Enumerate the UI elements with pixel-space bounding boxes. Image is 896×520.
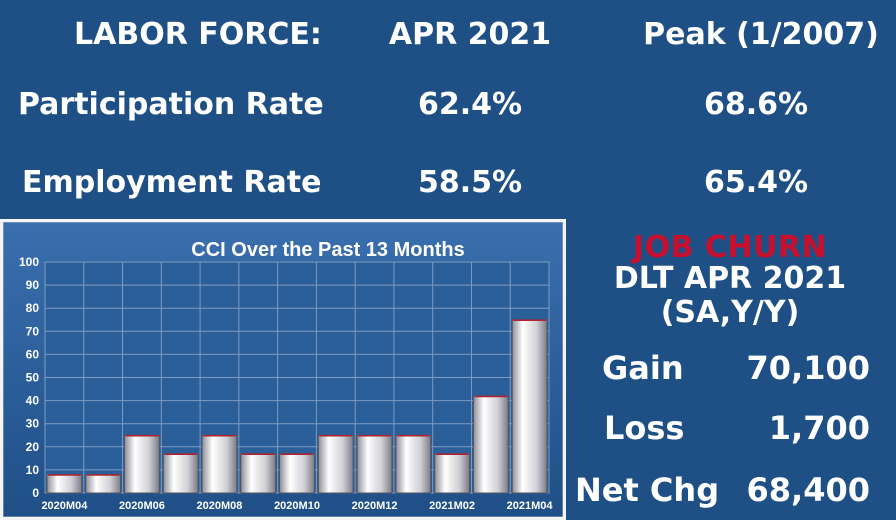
bar-2020m06 [124, 434, 160, 494]
participation-rate-current: 62.4% [417, 87, 523, 122]
y-tick-label: 40 [26, 394, 40, 408]
job-churn-net-label: Net Chg [575, 471, 720, 509]
participation-rate-label: Participation Rate [18, 87, 324, 122]
x-tick-label: 2020M04 [41, 500, 88, 512]
y-tick-label: 90 [26, 278, 40, 292]
y-tick-label: 50 [26, 371, 40, 385]
x-tick-label: 2020M12 [352, 500, 398, 512]
job-churn-loss-value: 1,700 [768, 409, 870, 447]
chart-title: CCI Over the Past 13 Months [191, 239, 464, 261]
y-tick-label: 10 [26, 463, 40, 477]
bar-2021m03 [472, 395, 509, 494]
bar-2020m12 [356, 434, 393, 494]
bar-2020m05 [85, 474, 122, 494]
bar-2020m09 [240, 453, 277, 494]
bar-2020m08 [201, 434, 238, 494]
job-churn-gain-label: Gain [602, 349, 684, 387]
cci-bar-chart: CCI Over the Past 13 Months 0 10 20 30 40 50 6… [3, 222, 563, 517]
y-tick-label: 30 [26, 417, 40, 431]
y-tick-label: 70 [26, 324, 40, 338]
job-churn-loss-label: Loss [604, 409, 685, 447]
employment-rate-peak: 65.4% [703, 165, 809, 200]
cci-chart-panel: CCI Over the Past 13 Months 0 10 20 30 40 50 6… [0, 219, 566, 520]
bar-2020m07 [162, 453, 199, 494]
employment-rate-label: Employment Rate [22, 165, 322, 200]
job-churn-gain-value: 70,100 [746, 349, 870, 387]
y-tick-label: 100 [19, 255, 39, 269]
labor-force-header-peak: Peak (1/2007) [643, 17, 879, 52]
x-tick-label: 2021M02 [429, 500, 475, 512]
bar-2020m11 [317, 434, 354, 494]
y-tick-label: 20 [26, 440, 40, 454]
x-tick-label: 2020M08 [197, 500, 243, 512]
x-tick-label: 2021M04 [507, 500, 554, 512]
bar-2021m04 [511, 319, 548, 494]
x-tick-label: 2020M06 [119, 500, 165, 512]
x-tick-label: 2020M10 [274, 500, 320, 512]
employment-rate-current: 58.5% [417, 165, 523, 200]
job-churn-net-value: 68,400 [746, 471, 870, 509]
labor-force-header-current: APR 2021 [388, 17, 552, 52]
job-churn-subtitle-period: DLT APR 2021 [613, 261, 847, 296]
y-tick-label: 60 [26, 347, 40, 361]
y-tick-label: 80 [26, 301, 40, 315]
bar-2021m02 [434, 453, 470, 494]
bar-2020m04 [46, 474, 83, 494]
bar-2020m10 [279, 453, 315, 494]
job-churn-subtitle-basis: (SA,Y/Y) [660, 295, 800, 330]
job-churn-title: JOB CHURN [632, 230, 828, 265]
bar-2021m01 [395, 434, 432, 494]
participation-rate-peak: 68.6% [703, 87, 809, 122]
y-tick-label: 0 [32, 486, 39, 500]
labor-force-header-label: LABOR FORCE: [74, 17, 322, 52]
